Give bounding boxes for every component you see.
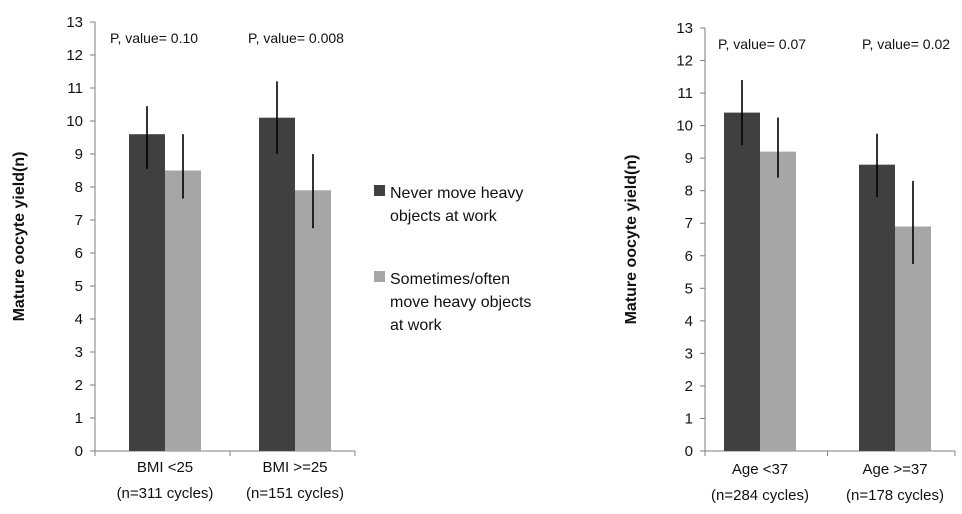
bar-sometimes-1 <box>295 190 331 452</box>
y-axis-title: Mature oocyte yield(n) <box>623 155 640 325</box>
x-category-sublabel: (n=284 cycles) <box>711 487 809 504</box>
bar-never-1 <box>859 164 895 451</box>
bar-never-0 <box>129 134 165 451</box>
y-tick-label: 10 <box>66 113 83 130</box>
p-value-annotation: P, value= 0.02 <box>862 36 950 52</box>
y-tick-label: 10 <box>676 118 693 135</box>
y-tick-label: 8 <box>75 179 83 196</box>
y-tick-label: 9 <box>685 150 693 167</box>
y-tick-label: 5 <box>685 280 693 297</box>
legend-label-never: objects at work <box>390 208 498 225</box>
y-tick-label: 0 <box>685 443 693 460</box>
y-tick-label: 6 <box>75 245 83 262</box>
x-category-label: Age >=37 <box>862 461 927 478</box>
y-tick-label: 4 <box>75 311 83 328</box>
bar-sometimes-0 <box>760 151 796 451</box>
x-category-sublabel: (n=178 cycles) <box>846 487 944 504</box>
x-category-label: BMI >=25 <box>262 459 327 476</box>
x-category-label: Age <37 <box>732 461 788 478</box>
y-tick-label: 9 <box>75 146 83 163</box>
y-tick-label: 11 <box>677 85 693 102</box>
legend-swatch-never <box>374 185 385 196</box>
y-tick-label: 5 <box>75 278 83 295</box>
y-tick-label: 7 <box>685 215 693 232</box>
x-category-sublabel: (n=311 cycles) <box>117 485 214 502</box>
y-tick-label: 12 <box>676 53 693 70</box>
y-tick-label: 13 <box>66 14 83 31</box>
bar-sometimes-0 <box>165 170 201 451</box>
legend: Never move heavy objects at work Sometimes… <box>374 185 531 334</box>
y-tick-label: 3 <box>685 345 693 362</box>
bar-never-0 <box>724 112 760 451</box>
bar-never-1 <box>259 117 295 451</box>
y-tick-label: 13 <box>676 20 693 37</box>
legend-label-sometimes: Sometimes/often <box>390 271 510 288</box>
y-tick-label: 12 <box>66 47 83 64</box>
y-tick-label: 2 <box>685 378 693 395</box>
legend-label-sometimes: at work <box>390 317 443 334</box>
y-tick-label: 1 <box>75 410 83 427</box>
y-tick-label: 8 <box>685 183 693 200</box>
y-tick-label: 11 <box>67 80 83 97</box>
x-category-sublabel: (n=151 cycles) <box>246 485 344 502</box>
y-tick-label: 2 <box>75 377 83 394</box>
y-tick-label: 1 <box>685 410 693 427</box>
p-value-annotation: P, value= 0.008 <box>248 30 344 46</box>
y-tick-label: 4 <box>685 313 693 330</box>
y-tick-label: 7 <box>75 212 83 229</box>
y-tick-label: 0 <box>75 443 83 460</box>
legend-swatch-sometimes <box>374 271 385 282</box>
p-value-annotation: P, value= 0.07 <box>718 36 806 52</box>
y-tick-label: 6 <box>685 248 693 265</box>
legend-label-sometimes: move heavy objects <box>390 294 531 311</box>
y-axis-title: Mature oocyte yield(n) <box>11 152 28 322</box>
p-value-annotation: P, value= 0.10 <box>110 30 198 46</box>
x-category-label: BMI <25 <box>137 459 193 476</box>
legend-label-never: Never move heavy <box>390 185 523 202</box>
y-tick-label: 3 <box>75 344 83 361</box>
